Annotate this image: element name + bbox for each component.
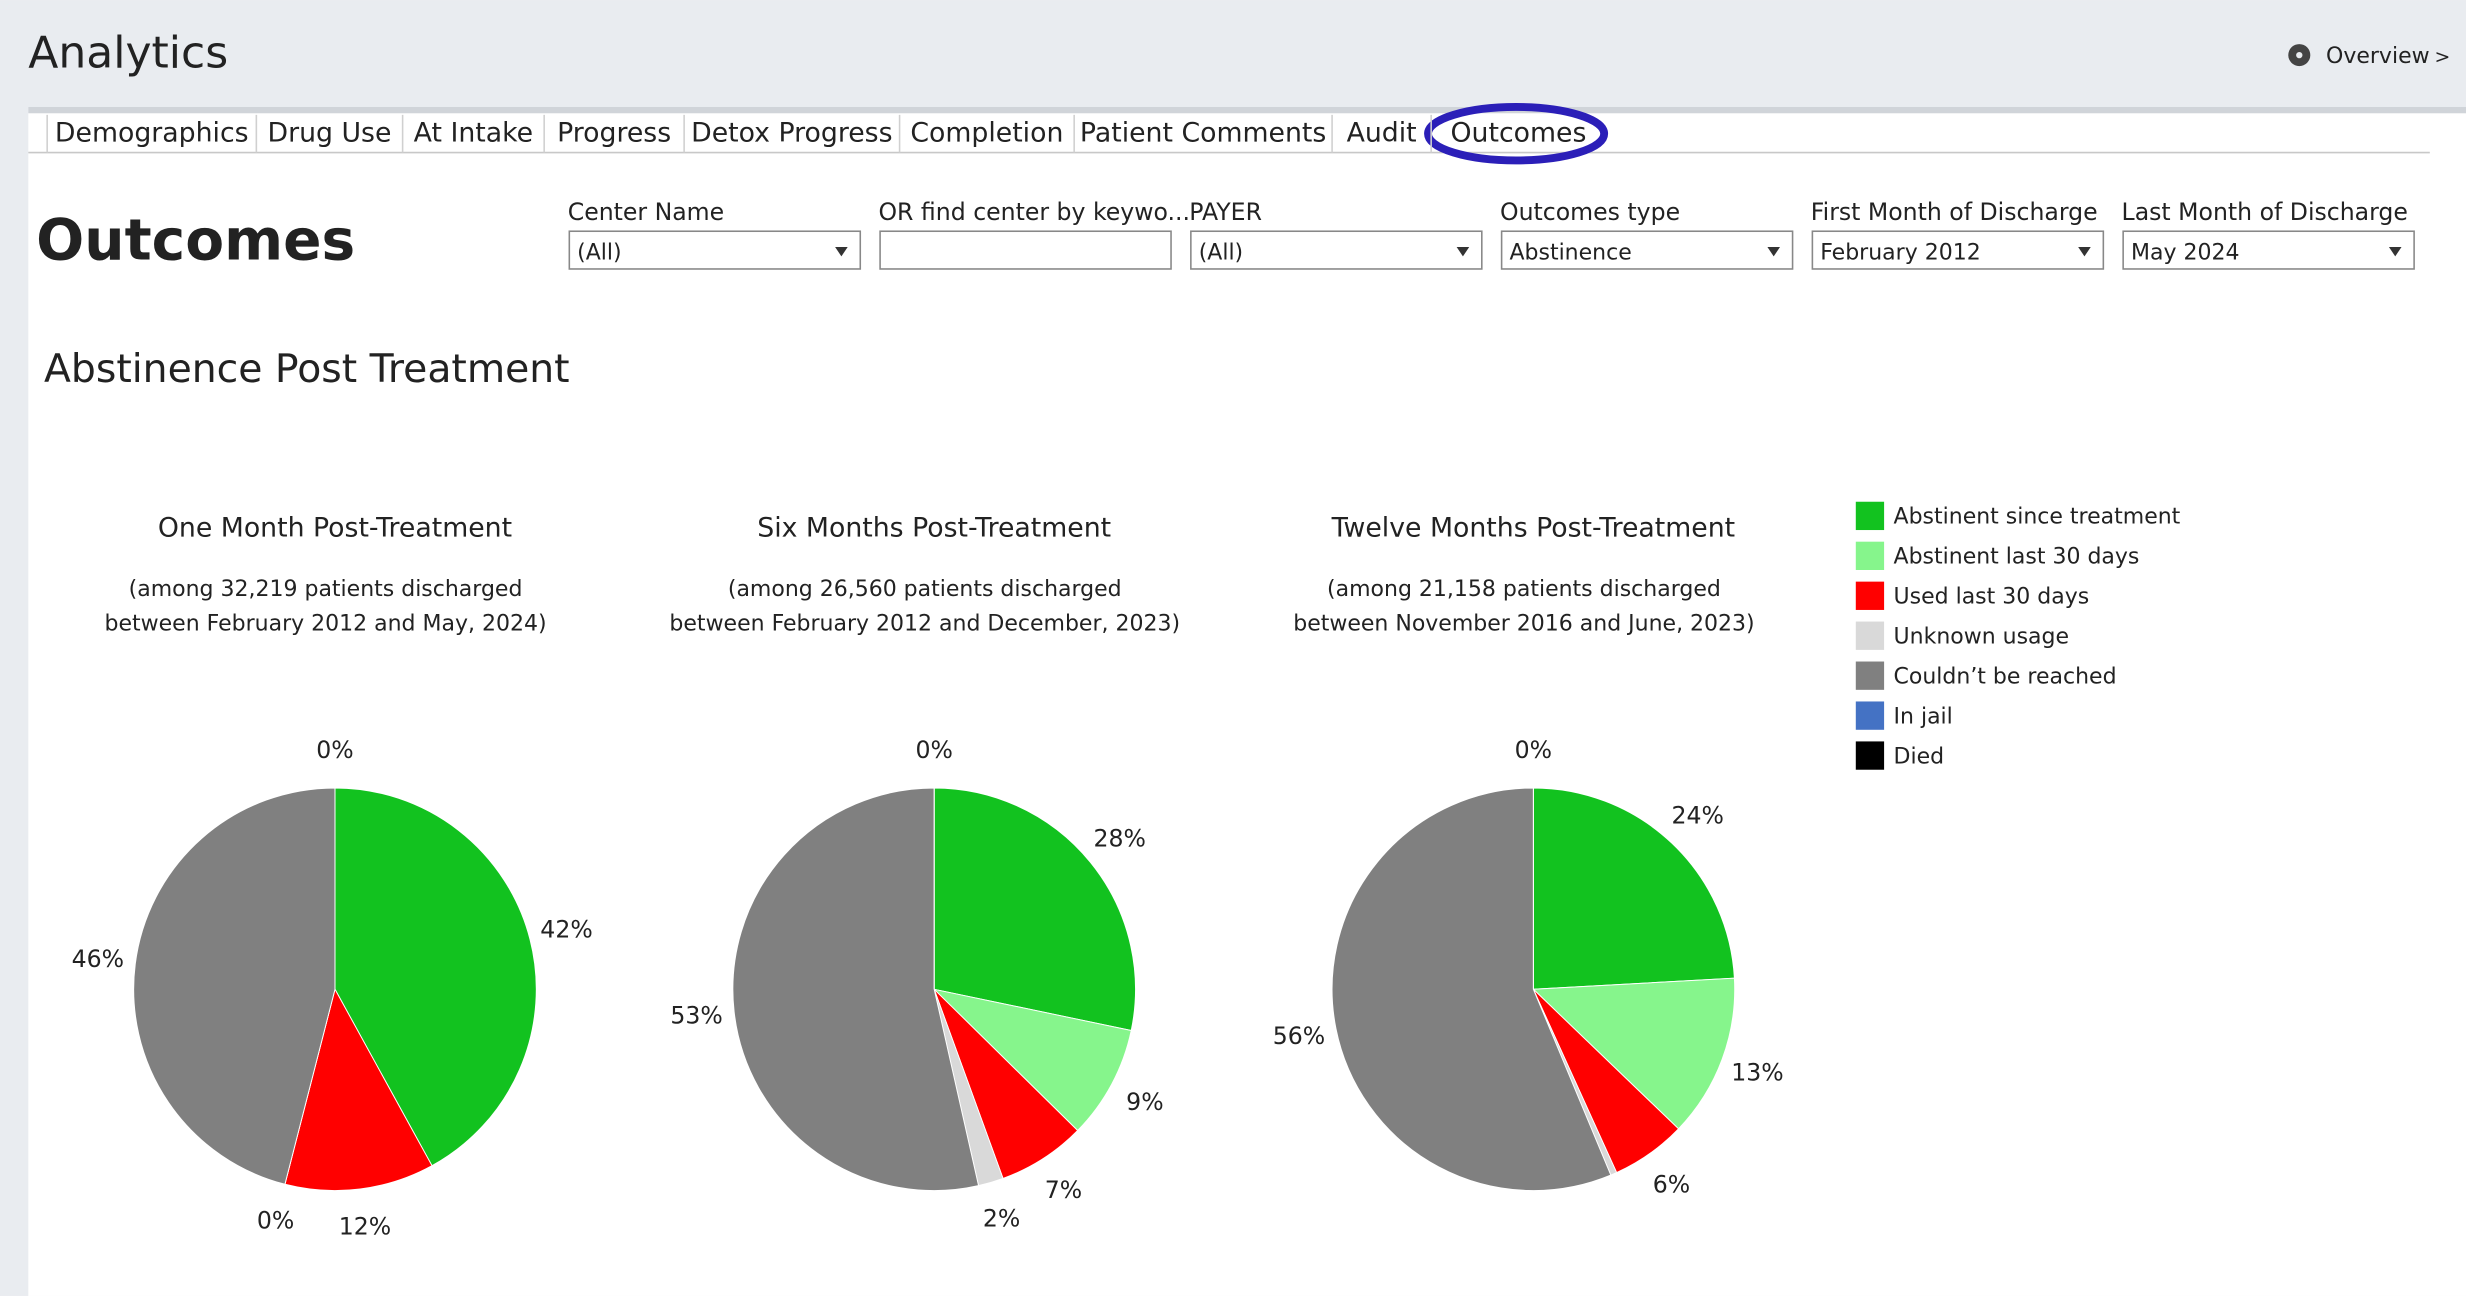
legend-swatch: [1855, 661, 1885, 690]
dropdown-arrow: [2078, 246, 2091, 257]
dropdown-arrow: [1456, 246, 1470, 257]
dropdown[interactable]: [1811, 230, 2105, 270]
overview-icon: [2288, 44, 2311, 67]
page-title: Outcomes: [36, 208, 355, 274]
slice-label: 28%: [1094, 824, 1146, 852]
pie-slice: [1331, 787, 1612, 1192]
slice-label: 12%: [339, 1212, 391, 1240]
tab[interactable]: Detox Progress: [691, 118, 892, 149]
slice-label: 0%: [1515, 736, 1552, 764]
chart-subtitle: between February 2012 and May, 2024): [105, 612, 547, 637]
dropdown[interactable]: [1500, 230, 1794, 270]
legend-label: Unknown usage: [1894, 625, 2070, 650]
legend-swatch: [1855, 701, 1885, 730]
legend-label: Died: [1894, 744, 1945, 769]
chart-title: One Month Post-Treatment: [158, 512, 512, 543]
dropdown-value: May 2024: [2131, 241, 2239, 266]
chart-subtitle: (among 32,219 patients discharged: [129, 577, 523, 602]
dropdown-value: February 2012: [1820, 241, 1980, 266]
tab[interactable]: Patient Comments: [1080, 118, 1326, 149]
filter-label: Last Month of Discharge: [2122, 198, 2408, 226]
dropdown-arrow: [2388, 246, 2402, 257]
chart-title: Six Months Post-Treatment: [757, 512, 1111, 543]
chart-subtitle: between November 2016 and June, 2023): [1293, 612, 1754, 637]
dropdown-value: (All): [577, 241, 621, 266]
legend-swatch: [1855, 581, 1885, 610]
slice-label: 53%: [670, 1002, 722, 1030]
filter-label: PAYER: [1189, 198, 1262, 226]
filter-label: Center Name: [568, 198, 724, 226]
pie-slice: [933, 787, 1136, 1032]
pie-slice: [1532, 977, 1736, 1130]
slice-label: 42%: [540, 916, 592, 944]
legend-swatch: [1855, 501, 1885, 531]
slice-label: 6%: [1653, 1170, 1690, 1198]
breadcrumb-separator: >: [2435, 46, 2451, 68]
filter-label: First Month of Discharge: [1811, 198, 2098, 226]
dropdown[interactable]: [568, 230, 862, 270]
dropdown[interactable]: [1190, 230, 1483, 270]
legend-label: Abstinent last 30 days: [1894, 545, 2140, 570]
slice-label: 2%: [983, 1205, 1020, 1233]
slice-label: 56%: [1273, 1022, 1325, 1050]
tab[interactable]: Demographics: [55, 118, 249, 149]
legend-label: Used last 30 days: [1894, 585, 2090, 610]
dropdown-value: Abstinence: [1509, 241, 1631, 266]
tab[interactable]: Progress: [557, 118, 671, 149]
legend-swatch: [1855, 621, 1885, 650]
dropdown[interactable]: [2122, 230, 2415, 270]
pie-slice: [284, 988, 433, 1192]
app-title: Analytics: [28, 28, 228, 79]
section-title: Abstinence Post Treatment: [44, 347, 570, 392]
pie-slice: [1532, 787, 1735, 990]
slice-label: 9%: [1126, 1088, 1163, 1116]
slice-label: 46%: [72, 945, 124, 973]
slice-label: 7%: [1045, 1176, 1082, 1204]
legend-swatch: [1855, 741, 1885, 770]
legend-label: In jail: [1894, 704, 1953, 729]
tab[interactable]: Outcomes: [1451, 118, 1587, 149]
tab[interactable]: Completion: [910, 118, 1063, 149]
legend-swatch: [1855, 541, 1885, 570]
pie-slice: [334, 787, 537, 1167]
legend-label: Couldn’t be reached: [1894, 665, 2117, 690]
slice-label: 24%: [1671, 802, 1723, 830]
pie-slice: [133, 787, 336, 1185]
slice-label: 0%: [915, 736, 952, 764]
filter-label: Outcomes type: [1500, 198, 1680, 226]
dropdown-arrow: [1767, 246, 1780, 257]
filter-label: OR find center by keywo...: [879, 198, 1191, 226]
pie-slice: [732, 787, 980, 1192]
search-input[interactable]: [879, 230, 1172, 270]
slice-label: 0%: [257, 1207, 294, 1235]
chart-subtitle: (among 26,560 patients discharged: [728, 577, 1122, 602]
legend-label: Abstinent since treatment: [1894, 505, 2181, 530]
tab-bar-top: [28, 106, 2466, 114]
breadcrumb-link[interactable]: Overview: [2326, 44, 2430, 69]
tab[interactable]: Drug Use: [268, 118, 392, 149]
chart-subtitle: between February 2012 and December, 2023…: [669, 612, 1180, 637]
highlight-circle: [1424, 103, 1609, 165]
chart-title: Twelve Months Post-Treatment: [1331, 512, 1736, 543]
tab[interactable]: At Intake: [414, 118, 533, 149]
tab[interactable]: Audit: [1347, 118, 1417, 149]
slice-label: 0%: [316, 736, 353, 764]
dropdown-value: (All): [1199, 241, 1243, 266]
dropdown-arrow: [835, 246, 848, 257]
slice-label: 13%: [1731, 1058, 1783, 1086]
pie-slice: [932, 988, 1132, 1132]
chart-subtitle: (among 21,158 patients discharged: [1327, 577, 1721, 602]
